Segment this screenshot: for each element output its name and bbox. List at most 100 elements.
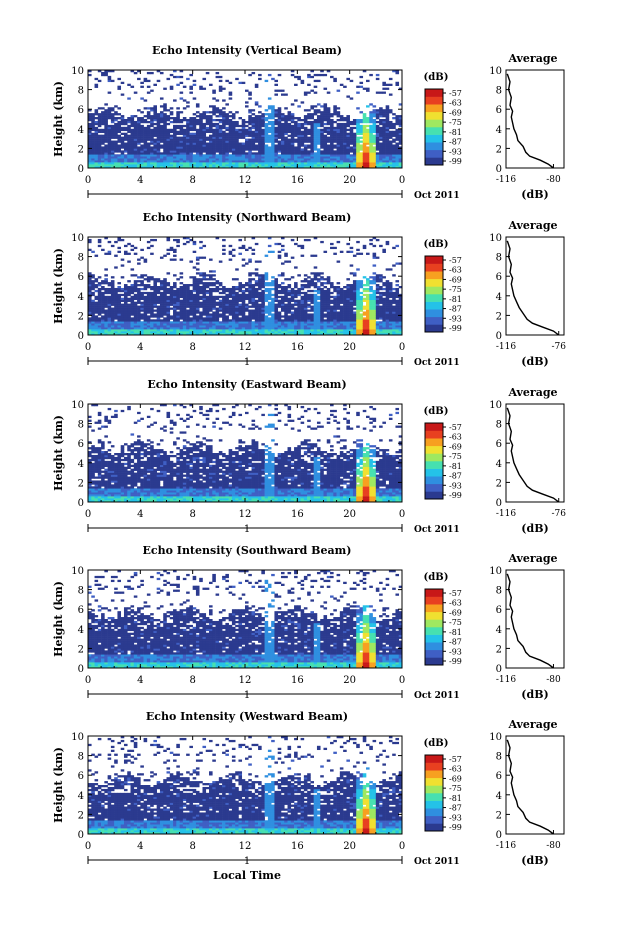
echo-cell bbox=[209, 309, 213, 312]
echo-cell bbox=[258, 136, 262, 139]
echo-cell bbox=[258, 164, 262, 167]
echo-cell bbox=[107, 109, 112, 112]
echo-cell bbox=[91, 323, 95, 326]
echo-cell bbox=[146, 138, 151, 141]
echo-cell bbox=[212, 130, 216, 134]
echo-cell bbox=[215, 327, 220, 330]
echo-cell bbox=[287, 299, 292, 302]
echo-cell bbox=[294, 126, 298, 130]
echo-cell bbox=[218, 132, 223, 135]
echo-cell bbox=[202, 301, 207, 304]
echo-cell bbox=[156, 160, 161, 163]
echo-cell bbox=[336, 158, 341, 161]
echo-cell bbox=[264, 140, 269, 143]
echo-cell bbox=[215, 237, 220, 240]
echo-cell bbox=[290, 297, 295, 301]
echo-cell bbox=[238, 142, 243, 145]
echo-cell bbox=[91, 156, 95, 159]
echo-cell bbox=[189, 319, 193, 322]
echo-cell bbox=[267, 331, 272, 334]
echo-cell bbox=[238, 311, 243, 314]
echo-cell bbox=[330, 120, 334, 124]
echo-cell bbox=[199, 317, 203, 320]
echo-cell bbox=[284, 107, 288, 110]
echo-cell bbox=[117, 282, 122, 285]
echo-cell bbox=[316, 154, 321, 157]
echo-cell bbox=[97, 119, 102, 122]
echo-cell bbox=[199, 87, 203, 90]
y-tick-label: 0 bbox=[78, 164, 84, 175]
echo-cell bbox=[307, 120, 311, 124]
echo-cell bbox=[222, 331, 226, 334]
echo-cell bbox=[202, 162, 207, 165]
echo-cell bbox=[297, 291, 301, 295]
echo-cell bbox=[205, 315, 210, 318]
echo-cell bbox=[212, 325, 216, 328]
echo-cell bbox=[245, 89, 249, 92]
echo-cell bbox=[163, 109, 167, 112]
echo-cell bbox=[222, 124, 226, 128]
echo-cell bbox=[235, 286, 239, 289]
echo-cell bbox=[218, 305, 223, 308]
echo-cell bbox=[320, 272, 324, 275]
echo-cell bbox=[202, 122, 207, 126]
echo-cell bbox=[117, 311, 122, 314]
echo-cell bbox=[159, 138, 164, 141]
echo-cell bbox=[356, 130, 360, 134]
echo-cell bbox=[277, 126, 282, 130]
echo-cell bbox=[189, 333, 193, 336]
echo-cell bbox=[382, 140, 386, 143]
echo-cell bbox=[101, 122, 105, 126]
echo-cell bbox=[209, 291, 213, 295]
echo-cell bbox=[398, 164, 403, 167]
echo-cell bbox=[258, 321, 262, 324]
echo-cell bbox=[153, 319, 157, 322]
echo-cell bbox=[104, 311, 108, 314]
echo-cell bbox=[186, 146, 190, 149]
echo-cell bbox=[261, 280, 265, 283]
echo-cell bbox=[173, 136, 177, 139]
echo-cell bbox=[199, 291, 203, 295]
echo-cell bbox=[212, 329, 216, 332]
echo-cell bbox=[127, 260, 131, 263]
echo-cell bbox=[251, 297, 256, 301]
echo-cell bbox=[179, 75, 184, 79]
echo-cell bbox=[271, 113, 275, 116]
echo-cell bbox=[254, 138, 259, 141]
echo-cell bbox=[123, 160, 128, 163]
echo-cell bbox=[379, 156, 383, 159]
echo-cell bbox=[130, 313, 135, 316]
echo-cell bbox=[284, 325, 288, 328]
echo-cell bbox=[326, 120, 331, 124]
echo-cell bbox=[228, 329, 233, 332]
echo-cell bbox=[267, 136, 272, 139]
echo-cell bbox=[159, 331, 164, 334]
echo-cell bbox=[133, 321, 138, 324]
echo-cell bbox=[150, 120, 154, 124]
echo-cell bbox=[117, 289, 122, 293]
echo-cell bbox=[238, 321, 243, 324]
echo-cell bbox=[179, 258, 184, 261]
echo-cell bbox=[245, 317, 249, 320]
echo-cell bbox=[385, 164, 390, 167]
echo-cell bbox=[261, 119, 265, 122]
echo-cell bbox=[316, 280, 321, 283]
echo-cell bbox=[169, 246, 174, 250]
echo-cell bbox=[287, 323, 292, 326]
echo-cell bbox=[143, 138, 148, 141]
echo-cell bbox=[372, 138, 377, 141]
echo-cell bbox=[150, 130, 154, 134]
echo-cell bbox=[120, 117, 125, 120]
echo-cell bbox=[362, 120, 367, 124]
echo-cell bbox=[97, 333, 102, 336]
echo-cell bbox=[310, 299, 314, 302]
echo-cell bbox=[225, 122, 229, 126]
echo-cell bbox=[330, 156, 334, 159]
echo-cell bbox=[189, 323, 193, 326]
echo-cell bbox=[264, 117, 269, 120]
echo-cell bbox=[231, 126, 236, 130]
echo-cell bbox=[143, 286, 148, 289]
echo-cell bbox=[277, 315, 282, 318]
echo-cell bbox=[228, 154, 233, 157]
echo-cell bbox=[385, 115, 390, 118]
